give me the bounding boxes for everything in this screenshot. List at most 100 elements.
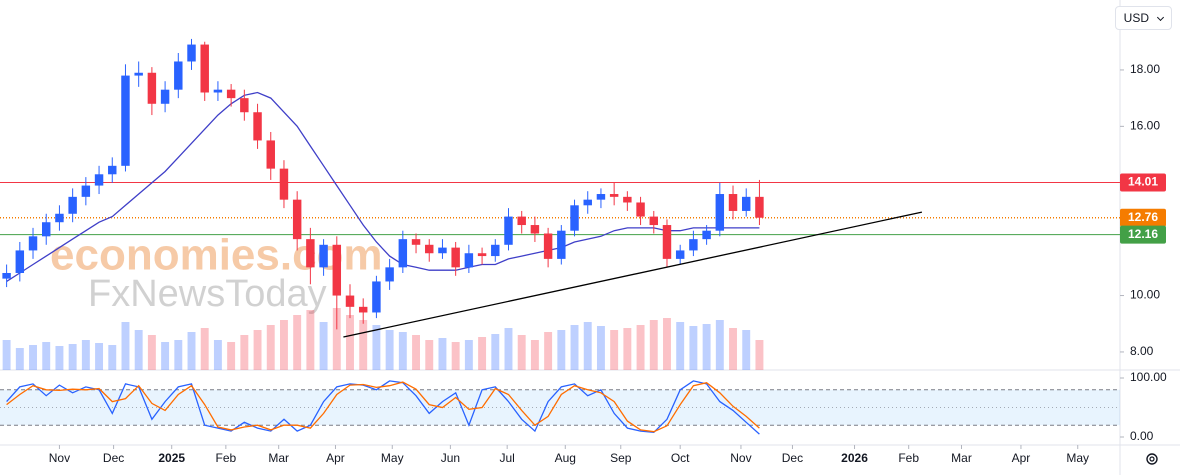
- candle-body: [438, 247, 447, 254]
- volume-bar: [702, 324, 711, 370]
- volume-bar: [121, 322, 130, 370]
- volume-bar: [676, 322, 685, 370]
- volume-bar: [346, 315, 354, 370]
- candle-body: [702, 230, 711, 240]
- candle-body: [728, 194, 738, 211]
- candle-body: [715, 194, 725, 231]
- candle-body: [477, 253, 487, 257]
- candle-body: [15, 250, 25, 273]
- candle-body: [451, 247, 460, 268]
- volume-bar: [15, 348, 24, 370]
- x-tick-label: 2025: [158, 451, 185, 465]
- stochastic-line: [6, 381, 760, 433]
- candle-body: [94, 174, 104, 186]
- candle-body: [2, 272, 11, 279]
- candle-body: [662, 225, 672, 259]
- candle-body: [226, 89, 236, 99]
- price-marker: [1120, 173, 1166, 192]
- candle-body: [332, 244, 342, 296]
- volume-bar: [478, 337, 487, 370]
- candle-body: [649, 216, 658, 226]
- candle-body: [517, 216, 526, 226]
- volume-bar: [280, 320, 288, 370]
- volume-bar: [29, 345, 37, 370]
- volume-bar: [610, 330, 619, 370]
- volume-bar: [649, 320, 658, 370]
- volume-bar: [134, 330, 143, 370]
- volume-bar: [95, 343, 104, 370]
- volume-bar: [504, 328, 513, 370]
- x-tick-label: Apr: [1012, 451, 1031, 465]
- volume-bar: [464, 340, 473, 370]
- watermark: FxNewsToday: [88, 273, 327, 315]
- price-marker: [1120, 225, 1166, 244]
- candle-body: [306, 239, 315, 268]
- candle-body: [755, 196, 764, 218]
- volume-bar: [557, 330, 566, 370]
- y-tick-label: 10.00: [1130, 288, 1160, 302]
- volume-bar: [253, 330, 262, 370]
- volume-bar: [55, 346, 64, 370]
- y-tick-label: 18.00: [1130, 62, 1160, 76]
- candle-body: [292, 199, 302, 240]
- y-tick-label: 16.00: [1130, 119, 1160, 133]
- volume-bar: [517, 335, 526, 370]
- volume-bar: [636, 325, 645, 370]
- candle-body: [253, 112, 262, 141]
- y-tick-label: 100.00: [1130, 370, 1167, 384]
- candle-body: [108, 165, 117, 175]
- volume-bar: [398, 332, 407, 370]
- volume-bar: [108, 345, 117, 370]
- candle-body: [675, 250, 685, 259]
- settings-icon-hub: [1149, 456, 1155, 462]
- x-tick-label: 2026: [841, 451, 868, 465]
- volume-bar: [147, 335, 156, 370]
- candle-body: [147, 72, 157, 104]
- volume-bar: [81, 340, 90, 370]
- volume-bar: [451, 342, 460, 370]
- volume-bar: [755, 340, 764, 370]
- x-tick-label: Feb: [898, 451, 919, 465]
- candle-body: [557, 230, 566, 259]
- volume-bar: [332, 308, 341, 370]
- candle-body: [266, 140, 275, 169]
- x-tick-label: Aug: [555, 451, 576, 465]
- candle-body: [121, 75, 130, 166]
- volume-bar: [240, 335, 249, 370]
- candle-body: [68, 196, 77, 214]
- candle-body: [200, 44, 209, 93]
- candle-body: [174, 61, 183, 90]
- volume-bar: [689, 326, 698, 370]
- volume-bar: [293, 315, 302, 370]
- candle-body: [504, 216, 513, 245]
- candle-body: [358, 306, 368, 313]
- volume-bar: [583, 322, 592, 370]
- candle-body: [279, 168, 289, 200]
- y-tick-label: 0.00: [1130, 429, 1154, 443]
- settings-icon[interactable]: [1146, 453, 1158, 465]
- candle-body: [609, 194, 619, 197]
- x-tick-label: May: [381, 451, 404, 465]
- currency-button[interactable]: USD: [1114, 6, 1172, 30]
- x-tick-label: Oct: [671, 451, 690, 465]
- candle-body: [345, 295, 355, 307]
- settings-icon-ring: [1146, 453, 1158, 465]
- candle-body: [570, 205, 579, 231]
- candle-body: [636, 202, 645, 217]
- volume-bar: [359, 320, 368, 370]
- candle-body: [55, 213, 64, 223]
- candle-body: [398, 239, 408, 268]
- candle-body: [689, 239, 698, 251]
- volume-bar: [412, 335, 420, 370]
- volume-bar: [266, 325, 275, 370]
- price-marker: [1120, 208, 1166, 227]
- price-marker-label: 12.16: [1128, 227, 1158, 241]
- candle-body: [28, 236, 38, 251]
- volume-bar: [174, 340, 183, 370]
- candle-body: [596, 194, 606, 200]
- volume-bar: [544, 332, 553, 370]
